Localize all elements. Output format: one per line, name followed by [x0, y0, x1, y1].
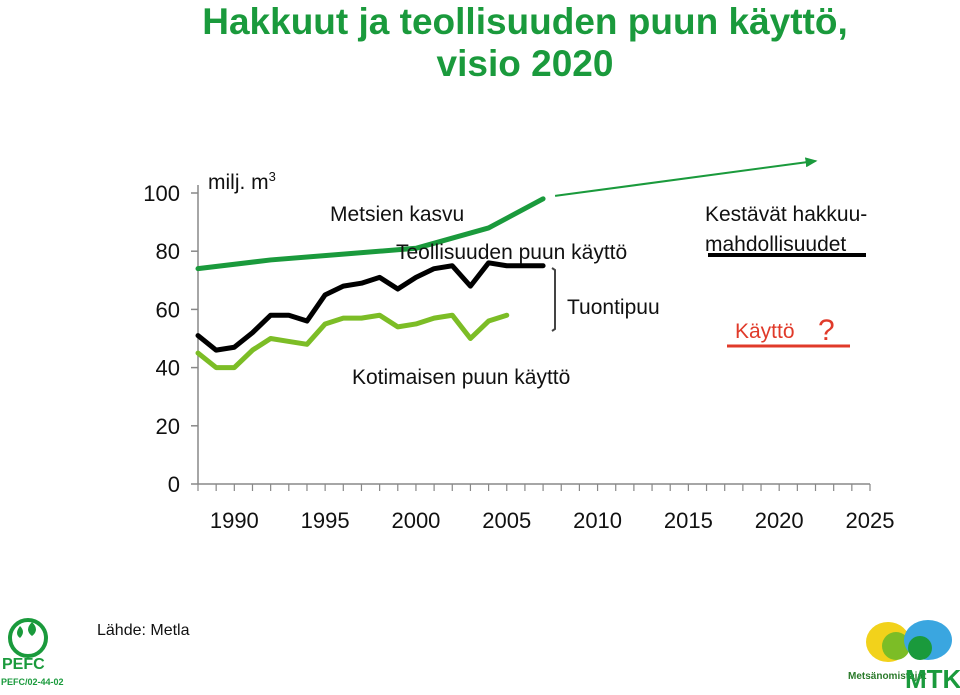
unit-label: milj. m3	[208, 169, 276, 194]
x-tick-label: 2010	[573, 508, 622, 533]
annotation-kotimaisen-puun-kaytto: Kotimaisen puun käyttö	[352, 366, 570, 389]
x-tick-label: 2005	[482, 508, 531, 533]
annotation-mahdollisuudet: mahdollisuudet	[705, 233, 846, 256]
series-teollisuuden-puun-kaytto	[195, 260, 546, 353]
annotation-kaytto: Käyttö	[735, 320, 795, 343]
y-tick-label: 80	[156, 239, 180, 264]
metsien-kasvu-projection-arrow	[554, 157, 818, 197]
series-kotimaisen-puun-kaytto	[195, 312, 510, 371]
x-tick-label: 2015	[664, 508, 713, 533]
x-tick-label: 1990	[210, 508, 259, 533]
y-tick-label: 0	[168, 472, 180, 497]
x-tick-label: 2000	[391, 508, 440, 533]
chart-title-line2: visio 2020	[436, 43, 614, 84]
y-tick-label: 100	[143, 181, 180, 206]
source-note: Lähde: Metla	[97, 622, 190, 639]
pefc-logo-text: PEFC	[2, 656, 45, 673]
annotation-kestavat-hakkuu: Kestävät hakkuu-	[705, 203, 867, 226]
tuontipuu-bracket	[551, 267, 556, 332]
annotation-tuontipuu: Tuontipuu	[567, 296, 660, 319]
mtk-logo-icon	[866, 620, 952, 662]
x-tick-label: 2020	[755, 508, 804, 533]
annotation-question-mark: ?	[818, 314, 835, 347]
x-tick-label: 1995	[301, 508, 350, 533]
y-axis-ticks: 0 20 40 60 80 100	[143, 181, 198, 497]
pefc-tree-icon	[8, 618, 48, 658]
y-tick-label: 20	[156, 414, 180, 439]
series-layer	[195, 157, 818, 371]
x-tick-label: 2025	[846, 508, 895, 533]
mtk-subtitle: Metsänomistajat	[848, 671, 927, 682]
x-axis-ticks: 1990 1995 2000 2005 2010 2015 2020 2025	[197, 484, 895, 533]
mtk-logo-text: MTK	[905, 664, 960, 694]
annotation-teollisuuden-puun-kaytto: Teollisuuden puun käyttö	[396, 241, 627, 264]
y-tick-label: 40	[156, 356, 180, 381]
pefc-code: PEFC/02-44-02	[1, 677, 64, 687]
chart-title-line1: Hakkuut ja teollisuuden puun käyttö,	[202, 1, 848, 42]
series-metsien-kasvu	[195, 196, 546, 272]
y-tick-label: 60	[156, 297, 180, 322]
annotation-metsien-kasvu: Metsien kasvu	[330, 203, 464, 226]
